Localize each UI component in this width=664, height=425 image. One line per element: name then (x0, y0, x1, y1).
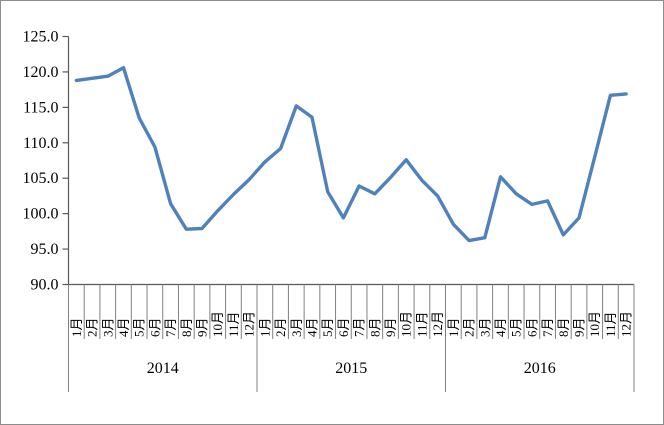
month-label: 8月 (556, 317, 571, 337)
month-label: 1月 (446, 317, 461, 337)
month-label: 10月 (587, 311, 602, 337)
month-label: 1月 (257, 317, 272, 337)
month-label: 8月 (367, 317, 382, 337)
month-label: 11月 (226, 311, 241, 337)
y-tick-label: 110.0 (23, 135, 58, 152)
month-label: 7月 (540, 317, 555, 337)
month-label: 6月 (147, 317, 162, 337)
month-label: 4月 (116, 317, 131, 337)
data-series-index-line (74, 65, 628, 243)
month-label: 3月 (477, 317, 492, 337)
y-tick-label: 95.0 (31, 241, 59, 258)
month-label: 7月 (163, 317, 178, 337)
month-label: 1月 (69, 317, 84, 337)
month-label: 9月 (195, 317, 210, 337)
y-tick-label: 105.0 (23, 170, 59, 187)
month-label: 9月 (572, 317, 587, 337)
month-label: 9月 (383, 317, 398, 337)
month-label: 2月 (462, 317, 477, 337)
year-label: 2014 (147, 360, 179, 377)
month-label: 4月 (493, 317, 508, 337)
y-tick-label: 90.0 (31, 277, 59, 294)
year-label: 2015 (335, 360, 367, 377)
y-tick-label: 115.0 (23, 99, 58, 116)
y-tick-label: 100.0 (23, 206, 59, 223)
month-label: 3月 (100, 317, 115, 337)
month-label: 3月 (289, 317, 304, 337)
y-tick-label: 120.0 (23, 64, 59, 81)
y-tick-label: 125.0 (23, 29, 59, 46)
month-label: 10月 (210, 311, 225, 337)
month-label: 10月 (399, 311, 414, 337)
month-label: 12月 (619, 311, 634, 337)
month-label: 5月 (320, 317, 335, 337)
month-label: 2月 (85, 317, 100, 337)
month-label: 4月 (304, 317, 319, 337)
month-label: 7月 (352, 317, 367, 337)
month-label: 6月 (524, 317, 539, 337)
month-label: 5月 (132, 317, 147, 337)
month-label: 8月 (179, 317, 194, 337)
month-label: 11月 (603, 311, 618, 337)
month-label: 5月 (509, 317, 524, 337)
month-label: 6月 (336, 317, 351, 337)
month-label: 11月 (414, 311, 429, 337)
year-label: 2016 (524, 360, 556, 377)
month-label: 12月 (242, 311, 257, 337)
month-label: 12月 (430, 311, 445, 337)
month-label: 2月 (273, 317, 288, 337)
